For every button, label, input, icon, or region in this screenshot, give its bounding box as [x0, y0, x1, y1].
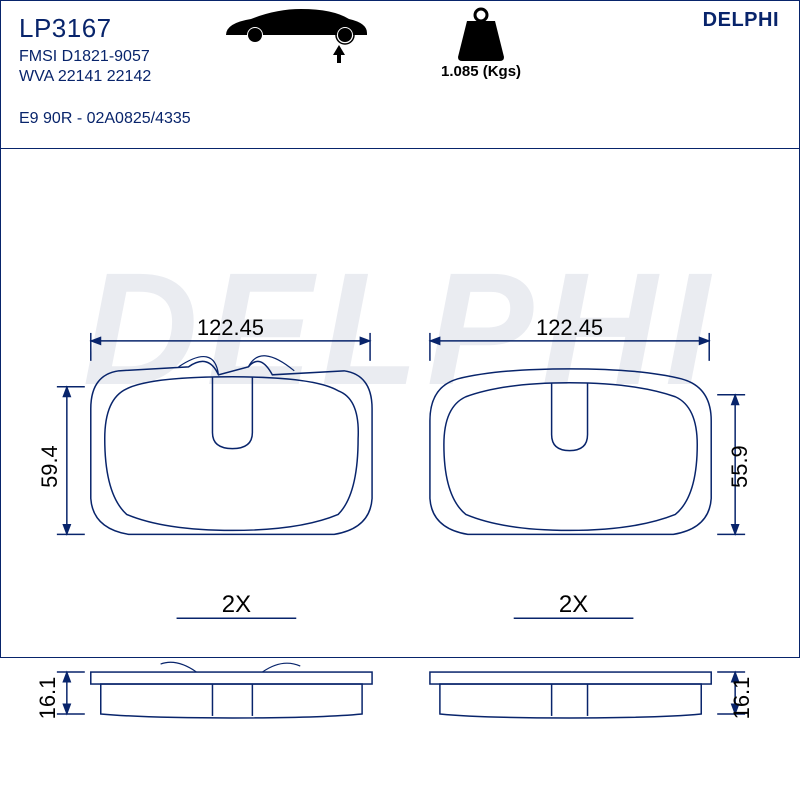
header-text-block: LP3167 FMSI D1821-9057 WVA 22141 22142 E…	[19, 13, 191, 128]
car-icon	[221, 5, 371, 52]
pad-left-friction	[105, 377, 359, 531]
pad-right-side	[430, 672, 711, 718]
qty-left: 2X	[222, 591, 251, 618]
pad-left-side	[91, 662, 372, 718]
weight-block: 1.085 (Kgs)	[441, 7, 521, 80]
header: LP3167 FMSI D1821-9057 WVA 22141 22142 E…	[1, 1, 799, 149]
pad-right-plate	[430, 369, 711, 535]
technical-drawing: 122.45 59.4 122.45	[1, 299, 799, 811]
dim-width-left: 122.45	[197, 315, 264, 340]
weight-label: 1.085 (Kgs)	[441, 63, 521, 80]
dim-width-right: 122.45	[536, 315, 603, 340]
dim-height-left: 59.4	[37, 445, 62, 488]
qty-right: 2X	[559, 591, 588, 618]
dim-thick-left: 16.1	[35, 677, 60, 720]
spec-sheet: DELPHI LP3167 FMSI D1821-9057 WVA 22141 …	[0, 0, 800, 658]
fmsi-code: FMSI D1821-9057	[19, 48, 191, 66]
wva-code: WVA 22141 22142	[19, 68, 191, 86]
dim-thick-right: 16.1	[729, 677, 754, 720]
brand-logo: DELPHI	[703, 9, 779, 32]
rear-axle-arrow-icon	[331, 45, 347, 68]
ece-approval: E9 90R - 02A0825/4335	[19, 110, 191, 128]
weight-icon	[454, 7, 508, 61]
dim-height-right: 55.9	[727, 445, 752, 488]
part-number: LP3167	[19, 13, 191, 44]
pad-right-friction	[444, 383, 697, 531]
